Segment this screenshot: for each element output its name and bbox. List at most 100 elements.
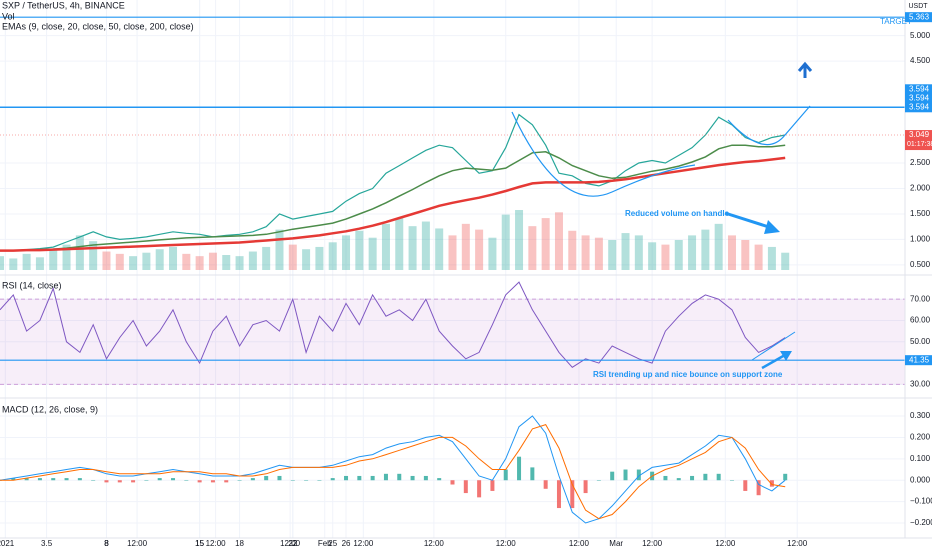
level-tag [905, 84, 932, 95]
histogram-bar [250, 478, 255, 481]
rsi-arrow-head [780, 351, 792, 361]
histogram-bar [583, 480, 588, 494]
volume-bar [475, 229, 484, 270]
y-tick-label: 30.00 [910, 379, 931, 388]
volume-bar [328, 242, 337, 270]
series-line [0, 113, 786, 252]
last-price-tag [905, 130, 932, 151]
y-tick-label: 1.000 [910, 235, 931, 244]
volume-bar [22, 253, 31, 270]
level-tag [905, 12, 932, 23]
histogram-bar [676, 478, 681, 481]
histogram-bar [596, 480, 601, 481]
volume-bar [355, 230, 364, 270]
volume-legend: Vol [2, 11, 15, 21]
x-tick-label: 22 [288, 539, 297, 548]
x-tick-label: 8 [104, 539, 109, 548]
histogram-bar [716, 473, 721, 481]
volume-bar [435, 228, 444, 270]
volume-bar [648, 242, 657, 270]
histogram-bar [131, 480, 136, 483]
x-tick-label: 2021 [0, 539, 15, 548]
volume-bar [222, 255, 231, 270]
volume-bar [661, 244, 670, 270]
x-tick-label: 12:00 [127, 539, 148, 548]
histogram-bar [237, 480, 242, 481]
histogram-bar [210, 480, 215, 483]
volume-bar [767, 246, 776, 270]
y-tick-label: 60.00 [910, 316, 931, 325]
volume-bar [9, 258, 18, 270]
histogram-bar [64, 478, 69, 481]
rsi-legend: RSI (14, close) [2, 280, 62, 290]
x-tick-label: Mar [609, 539, 623, 548]
rsi-arrow [761, 353, 786, 370]
y-tick-label: −0.200 [910, 518, 932, 527]
histogram-bar [224, 480, 229, 483]
histogram-bar [556, 480, 561, 509]
volume-bar [315, 246, 324, 270]
x-tick-label: 8 [104, 539, 109, 548]
y-tick-label: 70.00 [910, 294, 931, 303]
histogram-bar [37, 478, 42, 481]
histogram-bar [729, 480, 734, 481]
unit: USDT [908, 3, 928, 10]
annotation: Reduced volume on handle [625, 209, 730, 218]
volume-bar [754, 244, 763, 270]
x-tick-label: 26 [342, 539, 351, 548]
histogram-bar [357, 475, 362, 481]
histogram-bar [663, 475, 668, 481]
volume-bar [408, 226, 417, 270]
histogram-bar [570, 480, 575, 509]
chart-title: SXP / TetherUS, 4h, BINANCE [2, 0, 125, 10]
histogram-bar [317, 480, 322, 481]
histogram-bar [184, 480, 189, 481]
y-tick-label: 0.100 [910, 454, 931, 463]
y-tick-label: 0.200 [910, 433, 931, 442]
histogram-bar [703, 473, 708, 481]
volume-bar [75, 235, 84, 270]
volume-bar [302, 249, 311, 270]
volume-bar [515, 210, 524, 270]
volume-bar [541, 218, 550, 270]
histogram-bar [51, 478, 56, 481]
volume-bar [488, 237, 497, 270]
volume-bar [608, 240, 617, 270]
x-tick-label: 25 [328, 539, 337, 548]
x-tick-label: 15 [195, 539, 204, 548]
volume-bar [115, 253, 124, 270]
cup-curve [511, 111, 696, 197]
volume-bar [674, 240, 683, 270]
volume-bar [288, 244, 297, 270]
histogram-bar [144, 480, 149, 481]
x-tick-label: 12:00 [715, 539, 736, 548]
volume-bar [368, 237, 377, 270]
histogram-bar [530, 467, 535, 481]
level-label: 3.594 [909, 102, 930, 111]
y-tick-label: 0.000 [910, 475, 931, 484]
x-tick-label: 12:00 [280, 539, 301, 548]
volume-bar [554, 212, 563, 270]
volume-arrow [724, 211, 773, 230]
histogram-bar [423, 475, 428, 481]
volume-bar [182, 253, 191, 270]
level-tag [905, 355, 932, 366]
x-tick-label: 12:00 [206, 539, 227, 548]
x-tick-label: 12:00 [496, 539, 517, 548]
histogram-bar [769, 480, 774, 487]
y-tick-label: 2.000 [910, 184, 931, 193]
volume-bar [169, 246, 178, 270]
x-tick-label: 12:00 [787, 539, 808, 548]
histogram-bar [490, 480, 495, 491]
volume-bar [701, 229, 710, 270]
histogram-bar [623, 469, 628, 481]
histogram-bar [264, 475, 269, 481]
volume-bar [634, 235, 643, 270]
ema-legend: EMAs (9, close, 20, close, 50, close, 20… [2, 21, 194, 31]
histogram-bar [24, 478, 29, 481]
x-tick-label: 15 [195, 539, 204, 548]
volume-bar [142, 252, 151, 270]
histogram-bar [277, 475, 282, 481]
y-tick-label: 2.500 [910, 158, 931, 167]
